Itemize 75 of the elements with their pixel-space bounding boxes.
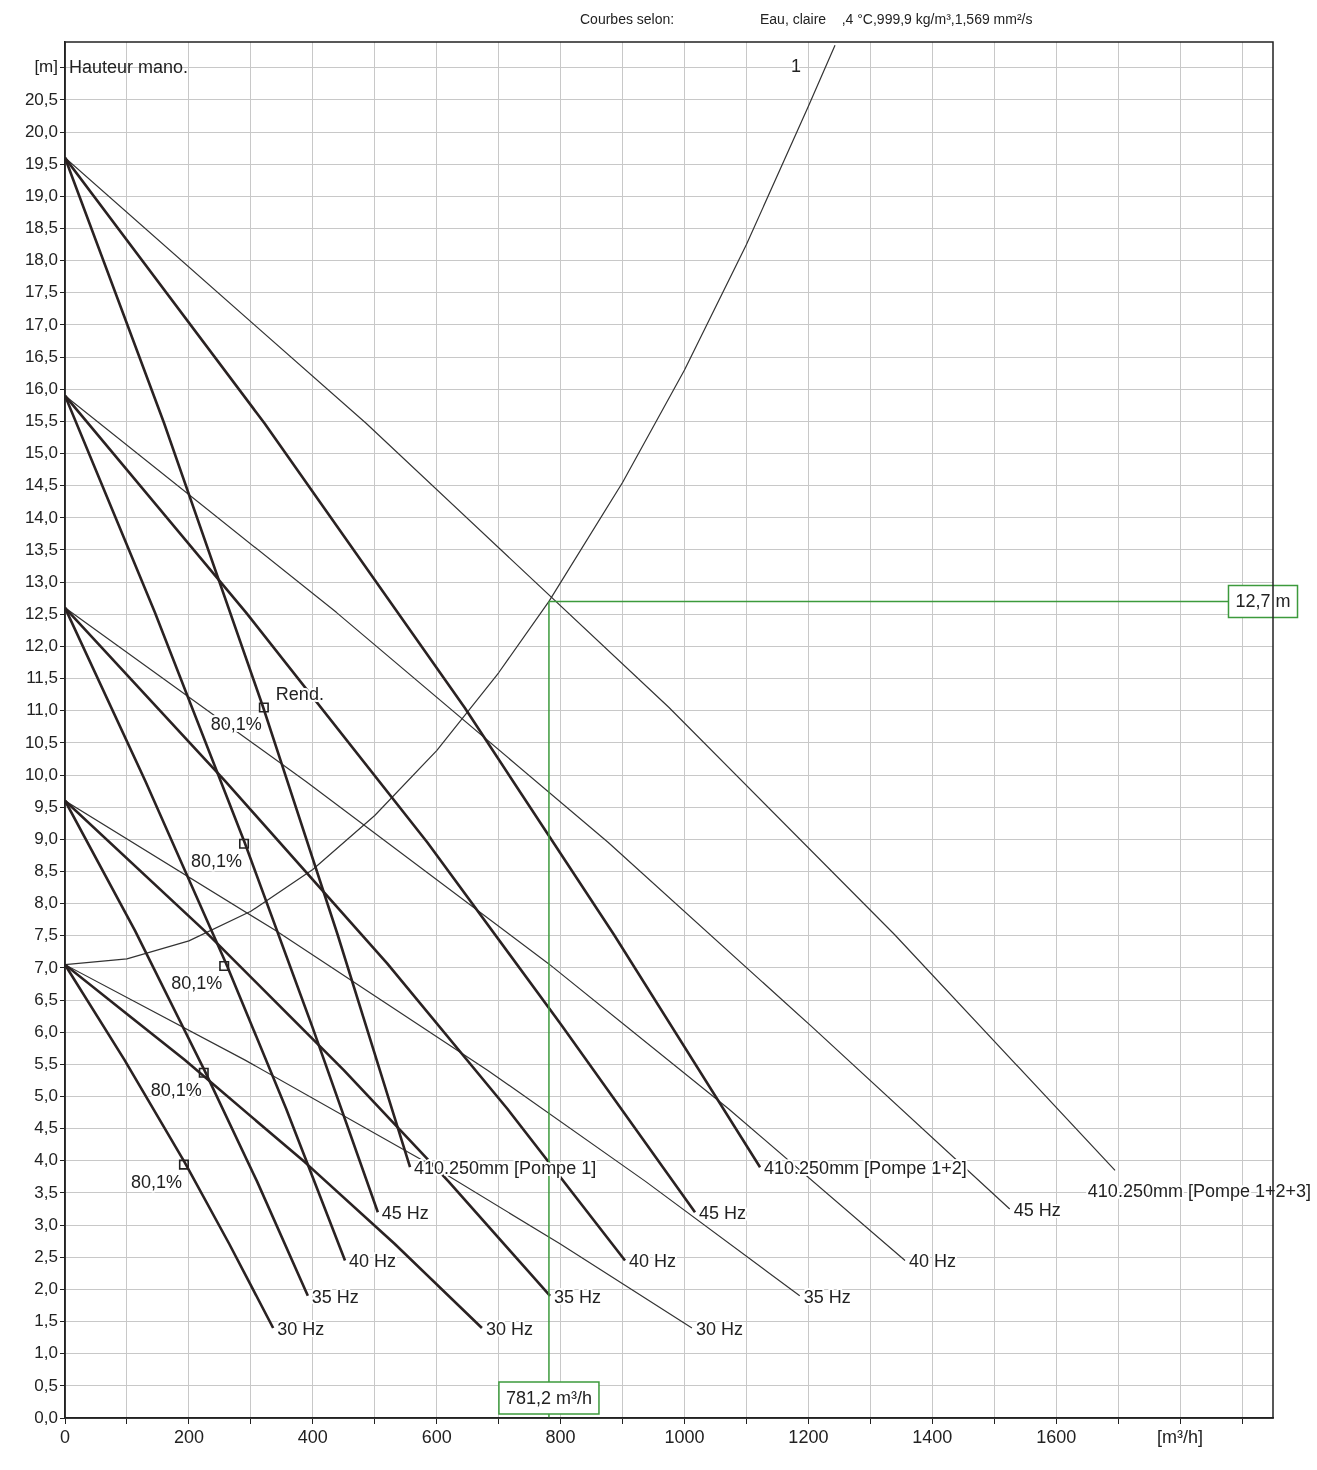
y-tick-label: 2,0 [34, 1279, 58, 1299]
annotation: 80,1% [171, 972, 223, 993]
y-tick-label: 9,0 [34, 829, 58, 848]
y-tick-label: 10,5 [24, 732, 58, 752]
y-tick-label: 6,0 [34, 1021, 58, 1041]
x-tick-label: 1400 [912, 1426, 953, 1447]
annotation: 80,1% [190, 850, 243, 871]
annotation: 40 Hz [349, 1251, 397, 1272]
annotation: 30 Hz [485, 1318, 533, 1339]
y-tick-label: 0,0 [34, 1407, 58, 1427]
y-tick-label: 14,5 [24, 475, 58, 495]
annotation: 35 Hz [554, 1286, 602, 1307]
x-tick-label: 400 [297, 1426, 328, 1447]
x-tick-label: 1200 [788, 1426, 829, 1447]
x-tick-label: 800 [545, 1426, 576, 1447]
y-tick-label: 3,0 [34, 1214, 58, 1234]
y-tick-label: 7,5 [34, 925, 58, 945]
y-tick-label: 18,5 [24, 218, 58, 238]
annotation: 30 Hz [277, 1318, 325, 1339]
y-tick-label: 1,5 [34, 1311, 58, 1331]
annotation: 35 Hz [803, 1286, 851, 1307]
y-tick-label: 19,5 [24, 153, 58, 173]
y-axis-title: Hauteur mano. [69, 56, 189, 77]
y-tick-label: 12,0 [24, 636, 58, 656]
y-tick-label: 18,0 [24, 250, 58, 270]
y-tick-label: 10,0 [24, 764, 58, 784]
annotation: 40 Hz [909, 1251, 957, 1272]
x-tick-label: 200 [173, 1426, 204, 1447]
annotation: 40 Hz [629, 1251, 677, 1272]
y-tick-label: 4,0 [34, 1150, 58, 1170]
y-tick-label: 17,0 [24, 314, 58, 334]
annotation: 80,1% [130, 1171, 182, 1192]
y-tick-label: 6,5 [34, 989, 58, 1009]
y-tick-label: 14,0 [24, 507, 58, 527]
y-tick-label: 15,0 [24, 443, 58, 463]
y-tick-label: [m] [34, 57, 58, 77]
annotation: 45 Hz [381, 1203, 429, 1224]
y-tick-label: 15,5 [24, 411, 58, 431]
y-tick-label: 4,5 [34, 1118, 58, 1138]
y-tick-label: 19,0 [24, 186, 58, 206]
x-tick-label: 1000 [664, 1426, 705, 1447]
y-tick-label: 3,5 [34, 1182, 58, 1202]
chart-subtitle: Eau, claire ,4 °C,999,9 kg/m³,1,569 mm²/s [760, 10, 1033, 27]
annotation: 45 Hz [699, 1203, 747, 1224]
series-label: 1 [791, 56, 802, 77]
annotation: 30 Hz [695, 1318, 743, 1339]
x-tick-label: 0 [59, 1426, 71, 1447]
y-tick-label: 5,0 [34, 1086, 58, 1106]
y-tick-label: 13,5 [24, 539, 58, 559]
chart-title: Courbes selon: [580, 10, 675, 27]
y-tick-label: 17,5 [24, 282, 58, 302]
y-tick-label: 7,0 [34, 957, 58, 977]
y-tick-label: 2,5 [34, 1246, 58, 1266]
y-tick-label: 1,0 [34, 1343, 58, 1363]
y-tick-label: 16,0 [24, 378, 58, 398]
annotation: 45 Hz [1013, 1200, 1061, 1220]
y-tick-label: 8,0 [34, 893, 58, 913]
x-tick-label: 1600 [1036, 1426, 1077, 1447]
y-tick-label: 12,5 [24, 603, 58, 623]
annotation: 35 Hz [311, 1286, 359, 1307]
y-tick-label: 0,5 [34, 1375, 58, 1395]
y-tick-label: 5,5 [34, 1054, 58, 1074]
y-tick-label: 11,5 [26, 668, 58, 688]
y-tick-label: 13,0 [24, 571, 58, 591]
y-tick-label: 20,5 [24, 89, 58, 109]
x-tick-label: [m³/h] [1157, 1426, 1204, 1447]
y-tick-label: 9,5 [34, 796, 58, 816]
y-tick-label: 16,5 [24, 346, 58, 366]
y-tick-label: 20,0 [24, 121, 58, 141]
y-tick-label: 8,5 [34, 861, 58, 881]
ref-line-label: 12,7 m [1235, 591, 1291, 612]
y-tick-label: 11,0 [26, 700, 58, 720]
annotation: 80,1% [150, 1079, 202, 1100]
x-tick-label: 600 [421, 1426, 452, 1447]
ref-line-label: 781,2 m³/h [505, 1387, 592, 1408]
